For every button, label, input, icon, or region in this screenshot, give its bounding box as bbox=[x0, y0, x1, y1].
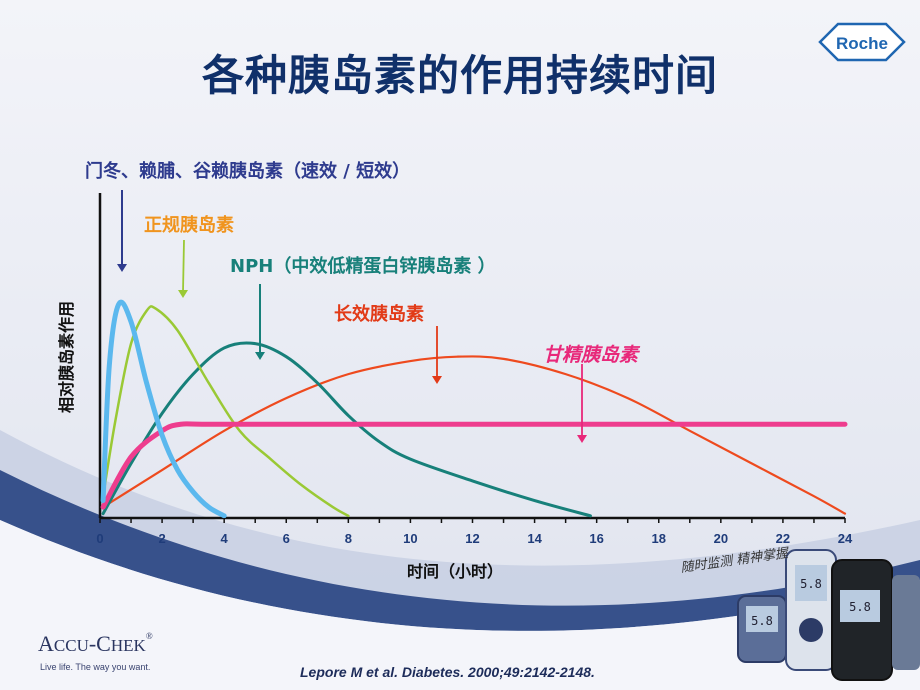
arrowhead-rapid bbox=[117, 264, 127, 272]
accu-chek-logo: ACCU-CHEK® bbox=[38, 631, 153, 656]
x-tick-label: 24 bbox=[838, 531, 853, 546]
x-tick-label: 6 bbox=[283, 531, 290, 546]
arrowhead-glargine bbox=[577, 435, 587, 443]
chart-ticks: 0 2 4 6 8 10 12 14 16 18 20 22 24 bbox=[96, 518, 853, 546]
x-tick-label: 14 bbox=[527, 531, 542, 546]
series-label-regular: 正规胰岛素 bbox=[144, 215, 234, 236]
series-label-rapid: 门冬、赖脯、谷赖胰岛素（速效 / 短效） bbox=[85, 161, 411, 182]
svg-text:5.8: 5.8 bbox=[800, 577, 822, 591]
chart-series bbox=[100, 299, 848, 519]
arrowhead-nph bbox=[255, 352, 265, 360]
x-tick-label: 22 bbox=[776, 531, 790, 546]
x-tick-label: 2 bbox=[158, 531, 165, 546]
decor-wave-dark bbox=[0, 470, 920, 631]
x-tick-label: 16 bbox=[589, 531, 603, 546]
citation: Lepore M et al. Diabetes. 2000;49:2142-2… bbox=[300, 664, 595, 680]
accu-chek-slogan: Live life. The way you want. bbox=[40, 662, 151, 672]
x-tick-label: 12 bbox=[465, 531, 479, 546]
decor-wave-white bbox=[0, 520, 920, 690]
x-tick-label: 8 bbox=[345, 531, 352, 546]
page-title: 各种胰岛素的作用持续时间 bbox=[201, 51, 718, 100]
roche-logo: Roche bbox=[818, 22, 906, 62]
series-line-rapid bbox=[100, 299, 227, 519]
chart-arrows bbox=[117, 190, 587, 443]
arrowhead-regular bbox=[178, 290, 188, 298]
x-tick-label: 0 bbox=[96, 531, 103, 546]
series-line-regular bbox=[101, 305, 350, 518]
series-label-nph: NPH（中效低精蛋白锌胰岛素 ） bbox=[230, 256, 496, 277]
x-tick-label: 18 bbox=[652, 531, 666, 546]
series-label-glargine: 甘精胰岛素 bbox=[543, 344, 639, 366]
x-tick-label: 10 bbox=[403, 531, 417, 546]
arrow-regular bbox=[182, 239, 185, 293]
x-tick-label: 4 bbox=[221, 531, 229, 546]
meter-devices-illustration: 5.8 5.8 5.8 bbox=[737, 549, 920, 681]
roche-logo-text: Roche bbox=[836, 34, 888, 53]
y-axis-label: 相对胰岛素作用 bbox=[57, 301, 76, 414]
svg-text:5.8: 5.8 bbox=[849, 600, 871, 614]
svg-text:5.8: 5.8 bbox=[751, 614, 773, 628]
series-line-nph bbox=[101, 341, 592, 518]
x-tick-label: 20 bbox=[714, 531, 728, 546]
arrowhead-long bbox=[432, 376, 442, 384]
series-label-long: 长效胰岛素 bbox=[334, 304, 424, 325]
x-axis-label: 时间（小时） bbox=[406, 562, 503, 581]
series-line-long bbox=[102, 355, 847, 515]
